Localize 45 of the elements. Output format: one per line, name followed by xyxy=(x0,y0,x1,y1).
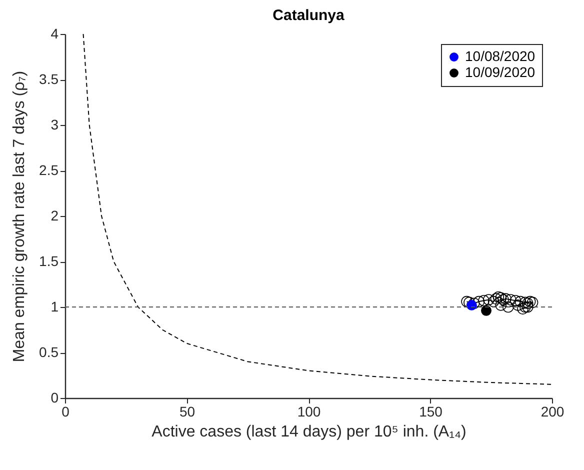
point xyxy=(510,294,522,306)
y-tick-label: 2 xyxy=(50,208,59,224)
point xyxy=(464,296,475,308)
point xyxy=(522,301,534,313)
chart-title: Catalunya xyxy=(272,7,345,24)
point xyxy=(520,301,531,313)
point xyxy=(502,301,514,313)
point xyxy=(514,296,526,308)
y-tick-label: 0.5 xyxy=(39,344,59,360)
point xyxy=(517,303,528,314)
point xyxy=(481,305,492,316)
y-tick-label: 4 xyxy=(50,26,59,42)
point xyxy=(492,291,504,303)
point xyxy=(461,296,472,308)
point xyxy=(483,294,494,306)
point xyxy=(495,300,507,311)
y-tick-label: 3 xyxy=(50,116,59,132)
line-series xyxy=(82,34,552,385)
x-tick-label: 150 xyxy=(419,404,443,420)
legend-label: 10/08/2020 xyxy=(465,48,536,64)
point xyxy=(498,294,509,306)
y-tick-label: 3.5 xyxy=(39,71,59,87)
y-tick-label: 0 xyxy=(50,390,59,406)
point xyxy=(520,296,531,308)
point xyxy=(522,298,534,309)
y-tick-label: 1.5 xyxy=(39,253,59,269)
point xyxy=(488,296,500,308)
point xyxy=(468,298,480,309)
x-tick-label: 50 xyxy=(179,404,196,420)
point xyxy=(473,296,485,308)
y-axis-title: Mean empiric growth rate last 7 days (ρ₇) xyxy=(11,70,28,362)
x-tick-label: 0 xyxy=(62,404,70,420)
y-tick-label: 1 xyxy=(50,298,59,314)
point xyxy=(490,293,502,304)
point xyxy=(512,300,524,311)
point xyxy=(500,293,512,304)
point xyxy=(478,294,490,306)
x-tick-label: 200 xyxy=(540,404,564,420)
x-tick-label: 100 xyxy=(297,404,321,420)
point xyxy=(504,294,516,306)
point xyxy=(526,296,538,308)
x-axis-title: Active cases (last 14 days) per 10⁵ inh. (A₁₄) xyxy=(152,424,466,440)
legend-label: 10/09/2020 xyxy=(465,64,536,80)
y-tick-label: 2.5 xyxy=(39,162,59,178)
point xyxy=(466,300,477,310)
